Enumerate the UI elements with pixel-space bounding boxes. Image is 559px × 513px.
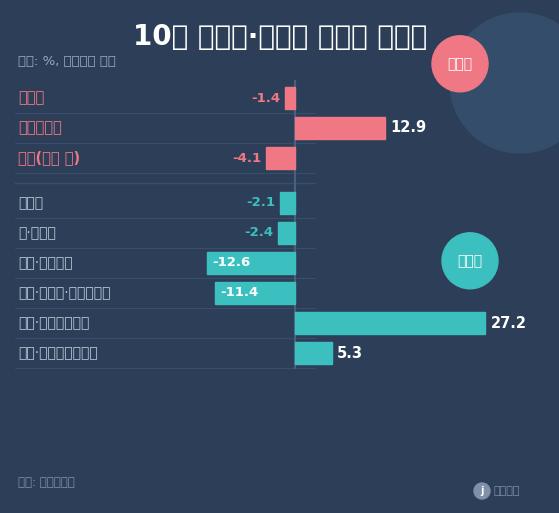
Text: 자료: 고용노동부: 자료: 고용노동부 — [18, 477, 75, 489]
Text: 임시일용직: 임시일용직 — [18, 121, 61, 135]
Text: 10월 지위별·산업별 종사자 증감률: 10월 지위별·산업별 종사자 증감률 — [133, 23, 427, 51]
Bar — [278, 222, 295, 244]
Text: 도·소매업: 도·소매업 — [18, 226, 56, 240]
Circle shape — [442, 233, 498, 289]
Polygon shape — [447, 78, 472, 85]
Text: 5.3: 5.3 — [337, 345, 363, 361]
Text: 지위별: 지위별 — [447, 57, 472, 71]
Bar — [266, 147, 295, 169]
Text: 산업별: 산업별 — [457, 254, 482, 268]
Text: 12.9: 12.9 — [390, 121, 427, 135]
Text: -4.1: -4.1 — [232, 151, 261, 165]
Bar — [295, 117, 385, 139]
Bar — [295, 342, 332, 364]
Circle shape — [432, 36, 488, 92]
Text: 제조업: 제조업 — [18, 196, 43, 210]
Text: 보건·사회복지서비스: 보건·사회복지서비스 — [18, 346, 98, 360]
Text: -2.1: -2.1 — [247, 196, 275, 209]
Text: -11.4: -11.4 — [220, 286, 258, 300]
Text: -2.4: -2.4 — [244, 227, 273, 240]
Bar — [215, 282, 295, 304]
Circle shape — [450, 13, 559, 153]
Text: 27.2: 27.2 — [490, 315, 527, 330]
Polygon shape — [457, 275, 482, 282]
Text: 기타(특고 등): 기타(특고 등) — [18, 150, 80, 166]
Bar — [285, 87, 295, 109]
Text: 예술·스포츠·여가서비스: 예술·스포츠·여가서비스 — [18, 286, 111, 300]
Text: j: j — [480, 486, 484, 496]
Text: -12.6: -12.6 — [212, 256, 250, 269]
Text: 공공·사회보장행정: 공공·사회보장행정 — [18, 316, 89, 330]
Text: -1.4: -1.4 — [251, 91, 280, 105]
Bar — [280, 192, 295, 214]
Circle shape — [474, 483, 490, 499]
Text: 숙박·음식점업: 숙박·음식점업 — [18, 256, 73, 270]
Bar — [295, 312, 485, 334]
Text: 단위: %, 전년동월 대비: 단위: %, 전년동월 대비 — [18, 55, 116, 68]
Bar — [207, 252, 295, 274]
Text: 중앙일보: 중앙일보 — [494, 486, 520, 496]
Text: 상용직: 상용직 — [18, 90, 44, 106]
